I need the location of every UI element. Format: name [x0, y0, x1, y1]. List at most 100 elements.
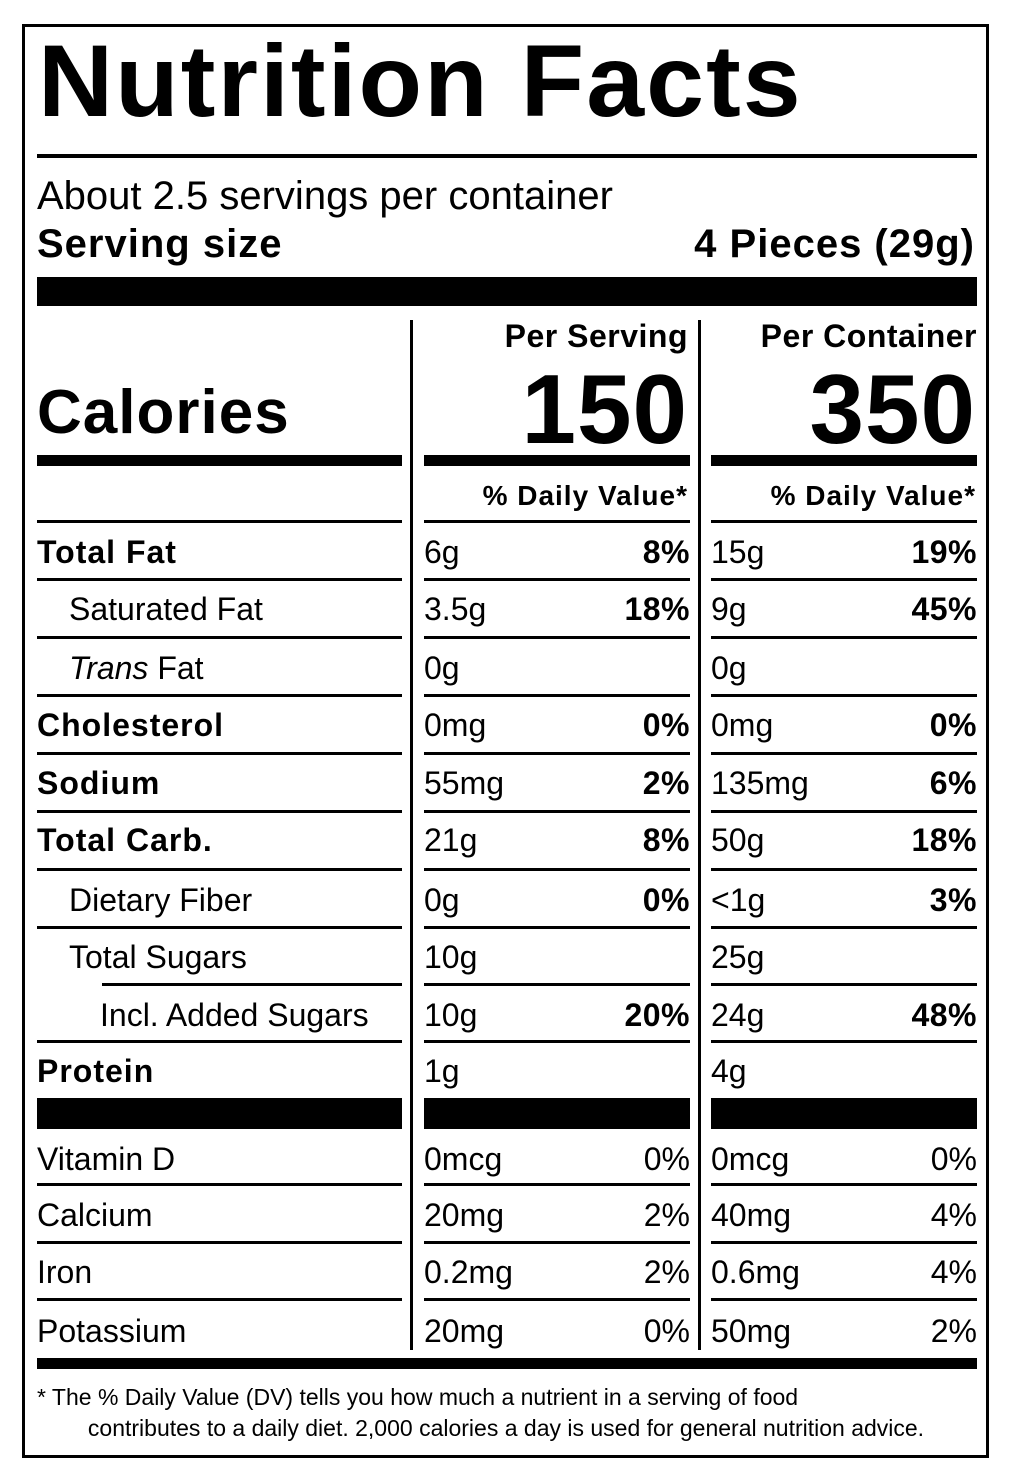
nutrient-label: Incl. Added Sugars [100, 999, 369, 1031]
footnote-line-2: contributes to a daily diet. 2,000 calor… [37, 1413, 975, 1444]
serving-amount: 0g [424, 884, 460, 916]
footnote: * The % Daily Value (DV) tells you how m… [37, 1382, 975, 1444]
container-amount: 15g [711, 536, 764, 568]
container-daily-value: 19% [911, 536, 977, 568]
row-divider-container [711, 636, 977, 639]
serving-amount: 0mcg [424, 1143, 502, 1175]
footnote-line-1: * The % Daily Value (DV) tells you how m… [37, 1384, 798, 1410]
column-divider-right [698, 320, 701, 1350]
row-divider-label [37, 1298, 402, 1301]
container-daily-value: 48% [911, 999, 977, 1031]
row-divider-serving [424, 983, 690, 986]
container-daily-value: 45% [911, 593, 977, 625]
container-daily-value: 3% [930, 884, 977, 916]
row-divider-serving [424, 1040, 690, 1043]
container-amount: 0.6mg [711, 1256, 800, 1288]
vitamin-label: Vitamin D [37, 1143, 175, 1175]
container-amount: 50mg [711, 1315, 791, 1347]
serving-amount: 6g [424, 536, 460, 568]
container-daily-value: 18% [911, 824, 977, 856]
vitamin-thick-bar-serving [424, 1098, 690, 1129]
row-divider-label [37, 1241, 402, 1244]
calories-bar-right [711, 455, 977, 466]
row-divider-serving [424, 636, 690, 639]
container-daily-value: 2% [931, 1315, 977, 1347]
row-divider-container [711, 868, 977, 871]
row-divider-label [37, 810, 402, 813]
row-divider-serving [424, 926, 690, 929]
vitamin-label: Potassium [37, 1315, 186, 1347]
container-daily-value: 0% [931, 1143, 977, 1175]
row-divider-container [711, 1040, 977, 1043]
container-amount: 40mg [711, 1199, 791, 1231]
row-divider-container [711, 1183, 977, 1186]
serving-amount: 0g [424, 652, 460, 684]
serving-daily-value: 2% [644, 1256, 690, 1288]
nutrient-label: Cholesterol [37, 709, 224, 741]
row-divider-serving [424, 1298, 690, 1301]
serving-size-value: 4 Pieces (29g) [694, 224, 975, 264]
column-divider-left [410, 320, 413, 1350]
daily-value-header-serving: % Daily Value* [483, 482, 688, 510]
vitamin-label: Iron [37, 1256, 92, 1288]
serving-amount: 10g [424, 941, 477, 973]
row-divider-serving [424, 1183, 690, 1186]
container-amount: 24g [711, 999, 764, 1031]
serving-amount: 20mg [424, 1199, 504, 1231]
container-daily-value: 0% [930, 709, 977, 741]
row-divider-serving [424, 694, 690, 697]
serving-daily-value: 0% [644, 1315, 690, 1347]
row-divider-label [37, 868, 402, 871]
nutrient-label: Sodium [37, 767, 160, 799]
container-amount: 4g [711, 1055, 747, 1087]
vitamin-label: Calcium [37, 1199, 153, 1231]
serving-amount: 0.2mg [424, 1256, 513, 1288]
serving-thick-bar [37, 277, 977, 306]
row-divider-container [711, 1298, 977, 1301]
row-divider-container [711, 926, 977, 929]
calories-bar-left [37, 455, 402, 466]
row-divider-container [711, 578, 977, 581]
container-amount: 50g [711, 824, 764, 856]
nutrient-label: Saturated Fat [69, 593, 263, 625]
nutrient-label: Trans Fat [69, 652, 204, 684]
serving-daily-value: 0% [644, 1143, 690, 1175]
per-serving-header: Per Serving [505, 320, 688, 352]
row-divider-container [711, 694, 977, 697]
serving-daily-value: 0% [643, 884, 690, 916]
servings-per-container: About 2.5 servings per container [37, 176, 613, 216]
serving-daily-value: 8% [643, 536, 690, 568]
container-amount: 0mcg [711, 1143, 789, 1175]
daily-value-header-container: % Daily Value* [771, 482, 976, 510]
serving-size-label: Serving size [37, 224, 282, 264]
row-divider-container [711, 983, 977, 986]
container-amount: 9g [711, 593, 747, 625]
serving-daily-value: 2% [644, 1199, 690, 1231]
container-daily-value: 6% [930, 767, 977, 799]
row-divider-label [37, 694, 402, 697]
calories-bar-mid [424, 455, 690, 466]
container-daily-value: 4% [931, 1199, 977, 1231]
serving-daily-value: 2% [643, 767, 690, 799]
serving-daily-value: 0% [643, 709, 690, 741]
row-divider-label [37, 752, 402, 755]
row-divider-serving [424, 752, 690, 755]
row-divider-label [102, 983, 402, 986]
title-divider [37, 154, 977, 158]
container-amount: 25g [711, 941, 764, 973]
serving-amount: 3.5g [424, 593, 486, 625]
row-divider-container [711, 520, 977, 523]
row-divider-serving [424, 810, 690, 813]
bottom-thick-bar [37, 1358, 977, 1369]
per-container-header: Per Container [761, 320, 977, 352]
row-divider-serving [424, 868, 690, 871]
label-title: Nutrition Facts [38, 30, 803, 132]
nutrient-label: Protein [37, 1055, 154, 1087]
serving-daily-value: 8% [643, 824, 690, 856]
calories-per-container: 350 [809, 360, 976, 458]
container-daily-value: 4% [931, 1256, 977, 1288]
serving-amount: 21g [424, 824, 477, 856]
row-divider-container [711, 752, 977, 755]
row-divider-label [37, 1040, 402, 1043]
nutrient-label: Dietary Fiber [69, 884, 252, 916]
